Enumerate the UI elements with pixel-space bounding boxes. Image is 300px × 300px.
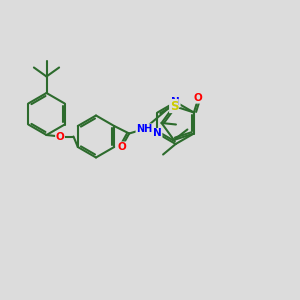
Text: S: S xyxy=(170,100,178,112)
Text: O: O xyxy=(117,142,126,152)
Text: O: O xyxy=(56,131,64,142)
Text: N: N xyxy=(153,128,162,139)
Text: O: O xyxy=(194,93,203,103)
Text: NH: NH xyxy=(136,124,152,134)
Text: N: N xyxy=(171,97,180,107)
